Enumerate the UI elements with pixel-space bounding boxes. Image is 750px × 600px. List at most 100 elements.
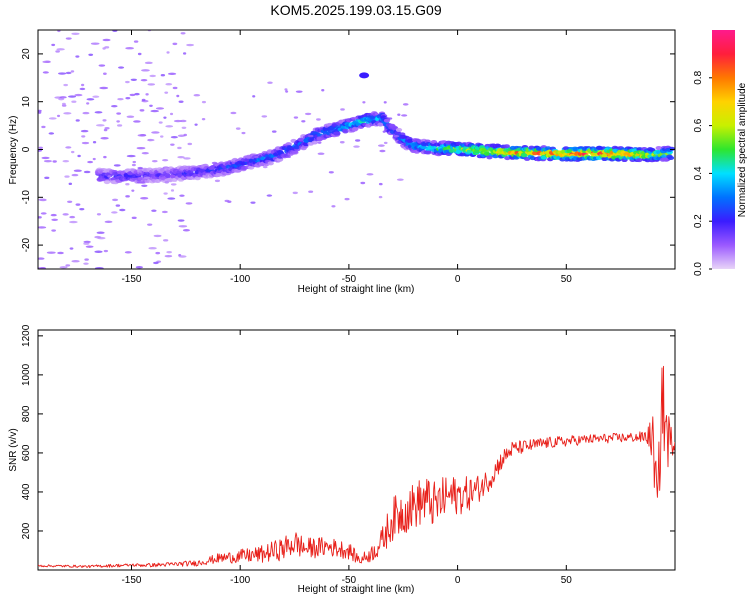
y-tick-label: 200 [21, 522, 32, 539]
spectrogram-point [40, 212, 47, 215]
spectrogram-point [340, 108, 345, 111]
spectrogram-point [355, 139, 361, 142]
spectrogram-point [267, 161, 274, 166]
spectrogram-point [284, 88, 288, 91]
spectrogram-point [129, 93, 136, 97]
spectrogram-point [43, 159, 52, 163]
spectrogram-point [65, 37, 72, 40]
spectrogram-point [292, 191, 298, 195]
spectrogram-point [147, 138, 152, 142]
spectrogram-point [183, 157, 191, 160]
spectrogram-point [304, 112, 312, 116]
spectrogram-point [302, 142, 310, 147]
spectrogram-point [102, 119, 107, 122]
spectrogram-point [71, 260, 80, 263]
spectrogram-point [46, 251, 56, 254]
spectrogram-point [160, 135, 164, 138]
x-tick-label: -50 [342, 274, 357, 285]
spectrogram-point [130, 78, 137, 81]
spectrogram-point [165, 174, 172, 179]
spectrogram-point [65, 71, 72, 75]
spectrogram-point [182, 229, 190, 232]
spectrogram-point [170, 183, 177, 186]
spectrogram-point [486, 155, 493, 160]
snr-series-line [38, 365, 675, 569]
spectrogram-point [520, 153, 528, 158]
spectrogram-point [177, 146, 182, 150]
spectrogram-point [137, 134, 147, 137]
spectrogram-point [317, 141, 322, 144]
spectrogram-point [211, 161, 218, 165]
spectrogram-point [80, 129, 89, 133]
spectrogram-point [170, 143, 175, 146]
spectrogram-point [95, 169, 104, 172]
spectrogram-point [153, 234, 162, 238]
colorbar-label: Normalized spectral amplitude [737, 82, 748, 217]
spectrogram-point [160, 74, 166, 77]
spectrogram-point [150, 109, 159, 113]
spectrogram-point [119, 208, 126, 212]
x-tick-label: 0 [455, 575, 461, 586]
spectrogram-point [241, 131, 246, 135]
spectrogram-point [344, 197, 350, 201]
spectrogram-point [81, 141, 90, 145]
spectrogram-point [79, 87, 86, 91]
spectrogram-point [214, 179, 221, 183]
spectrogram-point [170, 189, 175, 192]
spectrogram-point [311, 140, 318, 145]
spectrogram-point [94, 250, 103, 253]
spectrogram-point [117, 124, 123, 127]
snr-x-ticks: -150 -100 -50 0 50 [121, 330, 572, 586]
spectrogram-point [98, 64, 106, 67]
spectrogram-point [147, 223, 153, 226]
snr-y-ticks: 200 400 600 800 1000 1200 [21, 324, 675, 539]
spectrogram-point [75, 55, 80, 58]
spectrogram-point [81, 135, 86, 138]
x-tick-label: 0 [455, 274, 461, 285]
colorbar-tick-label: 0.6 [693, 118, 704, 132]
spectrogram-point [115, 204, 121, 207]
y-tick-label: 10 [21, 96, 32, 108]
spectrogram-point [378, 144, 385, 147]
chart-title: KOM5.2025.199.03.15.G09 [270, 2, 441, 18]
spectrogram-point [59, 266, 68, 269]
spectrogram-point [148, 247, 157, 250]
spectrogram-point [193, 94, 201, 97]
spectrogram-point [92, 95, 100, 98]
spectrogram-point [254, 155, 259, 159]
spectrogram-point [38, 149, 43, 152]
spectrogram-point [38, 109, 42, 113]
spectrogram-point [424, 150, 432, 155]
spectrogram-point [247, 165, 255, 170]
spectrogram-point [42, 71, 49, 74]
y-tick-label: 0 [21, 146, 32, 152]
spectrogram-point [661, 157, 669, 162]
spectrogram-point [83, 262, 89, 265]
spectrogram-point [63, 83, 69, 87]
spectrogram-point [339, 141, 345, 144]
spectrogram-point [374, 112, 379, 116]
spectrogram-point [402, 103, 409, 106]
spectrogram-point [342, 128, 349, 133]
spectrogram-point [636, 158, 643, 163]
spectrogram-point [125, 96, 131, 100]
spectrogram-point [62, 159, 70, 163]
spectrogram-point [116, 112, 122, 115]
spectrogram-point [261, 115, 268, 118]
spectrogram-point [167, 197, 176, 200]
spectrogram-point [140, 78, 148, 82]
spectrogram-point [170, 135, 178, 139]
spectrogram-point [382, 130, 386, 133]
x-tick-label: -100 [230, 575, 250, 586]
spectrogram-point [117, 97, 124, 101]
spectrogram-point [666, 147, 673, 152]
spectrogram-point [155, 251, 161, 255]
spectrogram-point [333, 131, 340, 136]
spectrogram-point [125, 195, 130, 198]
spectrogram-point [96, 231, 105, 234]
spectrogram-x-label: Height of straight line (km) [298, 284, 415, 295]
spectrogram-point [55, 50, 60, 53]
spectrogram-y-label: Frequency (Hz) [8, 116, 19, 185]
spectrogram-point [64, 175, 70, 178]
